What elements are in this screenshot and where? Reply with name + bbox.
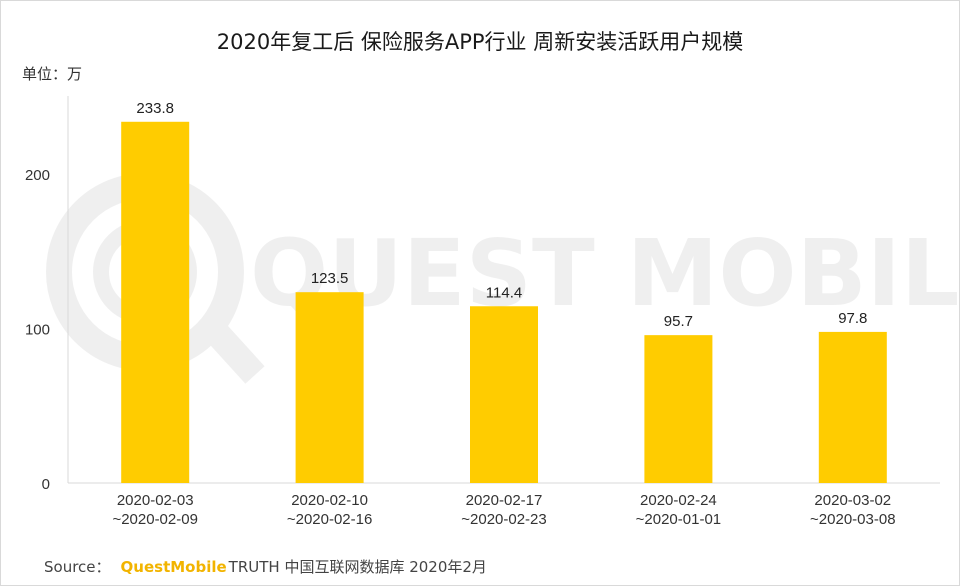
x-tick-label: 2020-03-02 bbox=[814, 492, 891, 509]
x-tick-label: ~2020-02-23 bbox=[461, 511, 547, 528]
bar bbox=[818, 331, 887, 483]
bar bbox=[295, 292, 364, 483]
y-tick-label: 100 bbox=[25, 322, 50, 339]
bar bbox=[121, 121, 190, 484]
watermark-text: QUEST MOBILE bbox=[250, 220, 960, 327]
x-tick-label: ~2020-03-08 bbox=[810, 511, 896, 528]
source-note: Source： QuestMobile TRUTH 中国互联网数据库 2020年2月 bbox=[44, 556, 487, 577]
source-rest: TRUTH 中国互联网数据库 2020年2月 bbox=[228, 558, 487, 576]
x-tick-label: 2020-02-10 bbox=[291, 492, 368, 509]
source-brand: QuestMobile bbox=[120, 558, 227, 576]
x-tick-label: ~2020-02-16 bbox=[287, 511, 373, 528]
bar bbox=[470, 306, 538, 483]
y-tick-label: 0 bbox=[42, 476, 50, 493]
x-tick-label: ~2020-02-09 bbox=[112, 511, 198, 528]
x-tick-label: ~2020-01-01 bbox=[636, 511, 722, 528]
bar-value-label: 95.7 bbox=[664, 313, 693, 330]
y-tick-labels: 0 100 200 bbox=[25, 167, 50, 493]
x-tick-label: 2020-02-24 bbox=[640, 492, 717, 509]
bar-value-label: 233.8 bbox=[136, 100, 174, 117]
y-tick-label: 200 bbox=[25, 167, 50, 184]
unit-label: 单位：万 bbox=[22, 65, 83, 83]
bar-value-label: 123.5 bbox=[311, 270, 349, 287]
data-labels: 233.8 123.5 114.4 95.7 97.8 bbox=[136, 100, 867, 330]
bar bbox=[644, 335, 713, 483]
bar-value-label: 97.8 bbox=[838, 310, 867, 327]
x-tick-labels: 2020-02-03 ~2020-02-09 2020-02-10 ~2020-02-… bbox=[112, 492, 895, 528]
x-tick-label: 2020-02-03 bbox=[117, 492, 194, 509]
bars bbox=[121, 121, 887, 484]
chart-title: 2020年复工后 保险服务APP行业 周新安装活跃用户规模 bbox=[216, 30, 744, 54]
source-prefix: Source： bbox=[44, 558, 111, 576]
bar-value-label: 114.4 bbox=[486, 284, 522, 301]
x-tick-label: 2020-02-17 bbox=[466, 492, 543, 509]
watermark: QUEST MOBILE bbox=[46, 173, 960, 384]
